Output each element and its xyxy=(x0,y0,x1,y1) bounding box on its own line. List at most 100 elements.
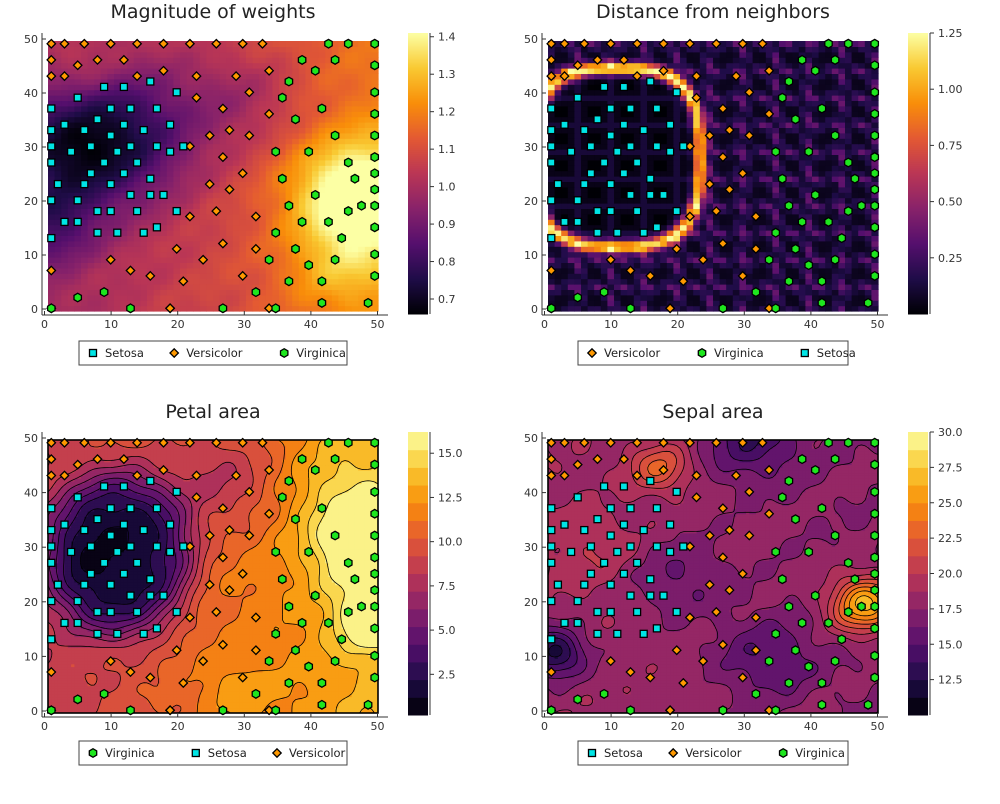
setosa-point xyxy=(653,224,660,231)
virginica-point xyxy=(89,749,96,758)
virginica-point xyxy=(818,299,825,308)
colorbar-tick-label: 0.25 xyxy=(938,252,963,265)
setosa-point xyxy=(94,208,101,215)
setosa-point xyxy=(120,570,127,577)
virginica-point xyxy=(371,531,378,540)
virginica-point xyxy=(338,234,345,243)
setosa-point xyxy=(87,570,94,577)
virginica-point xyxy=(871,272,878,281)
virginica-point xyxy=(371,624,378,633)
setosa-point xyxy=(653,505,660,512)
setosa-point xyxy=(127,592,134,599)
virginica-point xyxy=(272,630,279,639)
virginica-point xyxy=(371,673,378,682)
setosa-point xyxy=(54,581,61,588)
virginica-point xyxy=(798,455,805,464)
virginica-point xyxy=(818,277,825,286)
virginica-point xyxy=(325,438,332,447)
setosa-point xyxy=(620,570,627,577)
colorbar-tick-label: 0.50 xyxy=(938,196,963,209)
setosa-point xyxy=(153,625,160,632)
setosa-point xyxy=(48,505,55,512)
setosa-point xyxy=(94,116,101,123)
colorbar: 12.515.017.520.022.525.027.530.0 xyxy=(908,426,963,716)
setosa-point xyxy=(561,521,568,528)
virginica-point xyxy=(812,591,819,600)
x-tick-label: 50 xyxy=(871,318,885,331)
colorbar-tick-label: 0.9 xyxy=(438,218,456,231)
virginica-point xyxy=(805,261,812,270)
setosa-point xyxy=(548,127,555,134)
virginica-point xyxy=(312,466,319,475)
virginica-point xyxy=(371,223,378,232)
y-tick-label: 50 xyxy=(24,432,38,445)
setosa-point xyxy=(607,608,614,615)
virginica-point xyxy=(871,509,878,518)
virginica-point xyxy=(864,701,871,710)
virginica-point xyxy=(792,245,799,254)
colorbar-tick-label: 1.4 xyxy=(438,31,456,44)
virginica-point xyxy=(871,61,878,70)
virginica-point xyxy=(272,706,279,715)
setosa-point xyxy=(614,630,621,637)
x-tick-label: 10 xyxy=(104,720,118,733)
setosa-point xyxy=(81,127,88,134)
x-tick-label: 20 xyxy=(171,318,185,331)
virginica-point xyxy=(871,250,878,259)
virginica-point xyxy=(871,223,878,232)
setosa-point xyxy=(61,121,68,128)
virginica-point xyxy=(871,110,878,119)
virginica-point xyxy=(279,493,286,502)
setosa-point xyxy=(120,521,127,528)
virginica-point xyxy=(371,651,378,660)
y-tick-label: 40 xyxy=(524,87,538,100)
y-tick-label: 0 xyxy=(531,705,538,718)
setosa-point xyxy=(153,224,160,231)
virginica-point xyxy=(312,591,319,600)
virginica-point xyxy=(798,56,805,65)
setosa-point xyxy=(647,175,654,182)
setosa-point xyxy=(74,218,81,225)
setosa-point xyxy=(134,208,141,215)
setosa-point xyxy=(74,619,81,626)
colorbar-tick-label: 5.0 xyxy=(438,624,456,637)
setosa-point xyxy=(107,208,114,215)
legend-label: Versicolor xyxy=(186,346,243,360)
legend-label: Versicolor xyxy=(685,746,742,760)
setosa-point xyxy=(653,543,660,550)
setosa-point xyxy=(140,527,147,534)
virginica-point xyxy=(838,635,845,644)
setosa-point xyxy=(48,527,55,534)
setosa-point xyxy=(74,494,81,501)
setosa-point xyxy=(587,543,594,550)
setosa-point xyxy=(173,488,180,495)
setosa-point xyxy=(173,608,180,615)
y-tick-label: 40 xyxy=(24,87,38,100)
y-tick-label: 10 xyxy=(524,249,538,262)
virginica-point xyxy=(871,131,878,140)
x-tick-label: 30 xyxy=(237,318,251,331)
setosa-point xyxy=(48,559,55,566)
virginica-point xyxy=(831,531,838,540)
x-tick-label: 50 xyxy=(371,318,385,331)
virginica-point xyxy=(345,438,352,447)
setosa-point xyxy=(607,132,614,139)
virginica-point xyxy=(338,635,345,644)
setosa-point xyxy=(54,181,61,188)
virginica-point xyxy=(285,477,292,486)
setosa-point xyxy=(127,505,134,512)
virginica-point xyxy=(574,293,581,302)
y-tick-label: 10 xyxy=(524,650,538,663)
setosa-point xyxy=(634,208,641,215)
setosa-point xyxy=(101,483,108,490)
setosa-point xyxy=(801,350,808,357)
setosa-point xyxy=(640,527,647,534)
setosa-point xyxy=(634,559,641,566)
x-tick-label: 0 xyxy=(541,318,548,331)
setosa-point xyxy=(548,505,555,512)
heatmap-cells xyxy=(548,41,879,312)
virginica-point xyxy=(371,250,378,259)
x-tick-label: 30 xyxy=(737,720,751,733)
virginica-point xyxy=(371,438,378,447)
